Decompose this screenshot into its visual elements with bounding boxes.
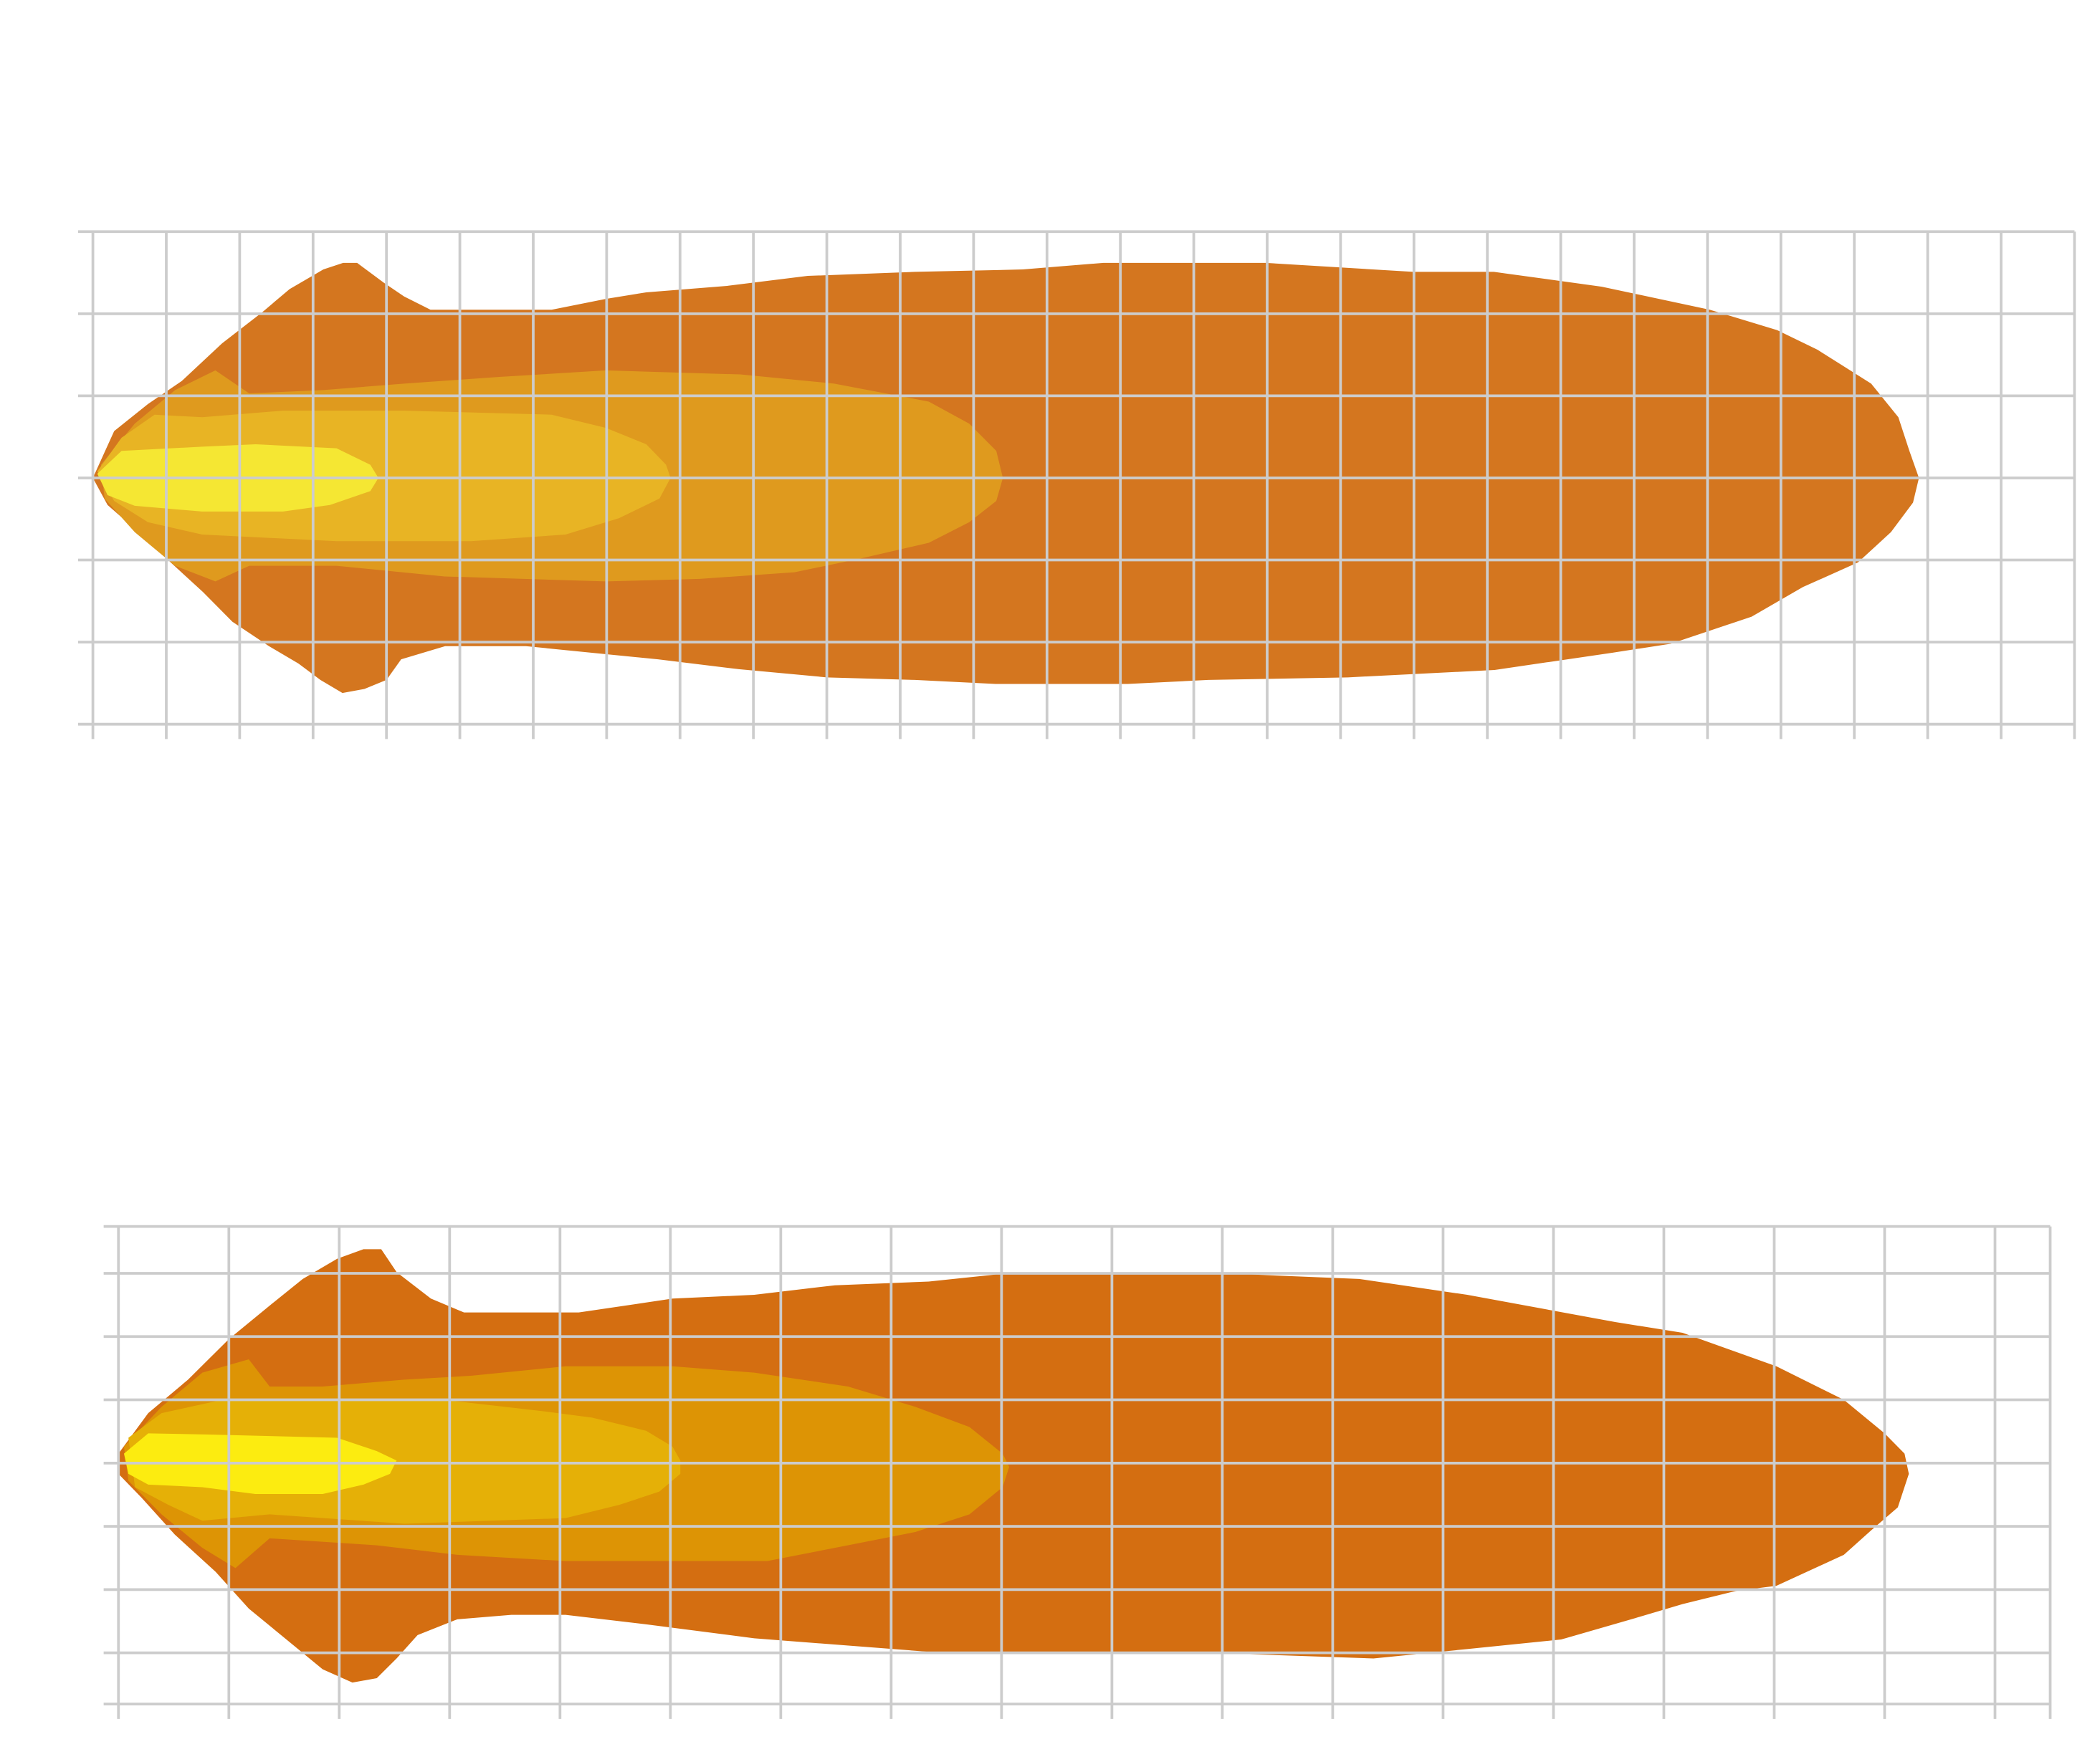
contour-level-1 — [118, 1249, 1909, 1683]
contour-chart-bottom — [103, 1225, 2052, 1719]
contour-chart-top — [77, 230, 2076, 739]
